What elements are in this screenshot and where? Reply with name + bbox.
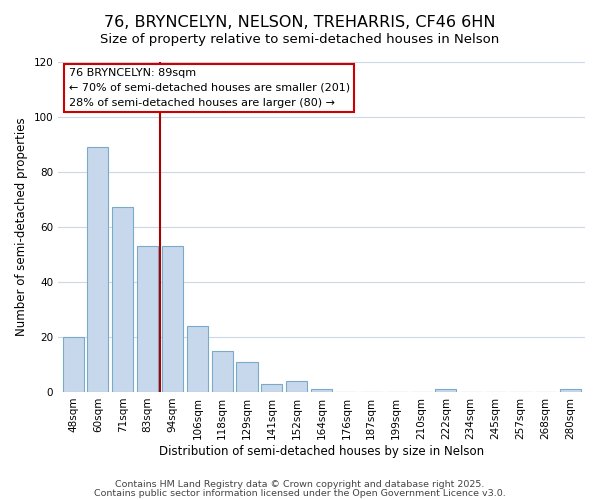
Text: 76 BRYNCELYN: 89sqm
← 70% of semi-detached houses are smaller (201)
28% of semi-: 76 BRYNCELYN: 89sqm ← 70% of semi-detach… — [69, 68, 350, 108]
Bar — [137, 246, 158, 392]
Bar — [162, 246, 183, 392]
X-axis label: Distribution of semi-detached houses by size in Nelson: Distribution of semi-detached houses by … — [159, 444, 484, 458]
Text: 76, BRYNCELYN, NELSON, TREHARRIS, CF46 6HN: 76, BRYNCELYN, NELSON, TREHARRIS, CF46 6… — [104, 15, 496, 30]
Text: Contains public sector information licensed under the Open Government Licence v3: Contains public sector information licen… — [94, 488, 506, 498]
Bar — [62, 337, 83, 392]
Bar — [112, 208, 133, 392]
Bar — [311, 389, 332, 392]
Text: Contains HM Land Registry data © Crown copyright and database right 2025.: Contains HM Land Registry data © Crown c… — [115, 480, 485, 489]
Bar — [435, 389, 457, 392]
Bar — [212, 350, 233, 392]
Bar — [187, 326, 208, 392]
Bar — [560, 389, 581, 392]
Bar — [88, 147, 109, 392]
Y-axis label: Number of semi-detached properties: Number of semi-detached properties — [15, 118, 28, 336]
Bar — [236, 362, 257, 392]
Bar — [262, 384, 283, 392]
Text: Size of property relative to semi-detached houses in Nelson: Size of property relative to semi-detach… — [100, 32, 500, 46]
Bar — [286, 381, 307, 392]
